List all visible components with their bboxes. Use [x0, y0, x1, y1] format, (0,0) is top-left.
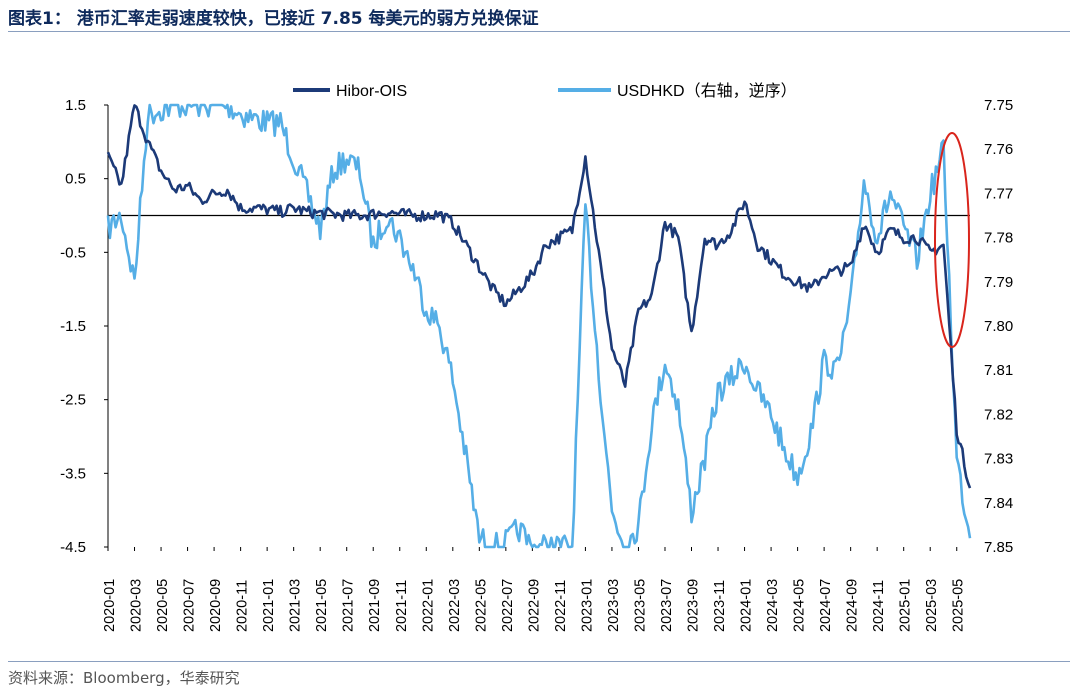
right-tick-label: 7.80: [984, 318, 1013, 335]
x-tick-label: 2021-03: [288, 579, 304, 632]
right-tick-label: 7.79: [984, 274, 1013, 291]
x-tick-label: 2025-01: [898, 579, 914, 632]
x-tick-label: 2022-09: [526, 579, 542, 632]
chart-series: [106, 103, 972, 549]
x-tick-label: 2024-03: [765, 579, 781, 632]
x-tick-label: 2024-07: [818, 579, 834, 632]
right-tick-label: 7.75: [984, 97, 1013, 114]
x-tick-label: 2020-01: [102, 579, 118, 632]
x-tick-label: 2022-11: [553, 580, 569, 632]
left-tick-label: -4.5: [60, 539, 86, 556]
right-tick-label: 7.83: [984, 451, 1013, 468]
source-rule: [8, 661, 1070, 662]
x-tick-label: 2020-09: [208, 579, 224, 632]
right-tick-label: 7.81: [984, 362, 1013, 379]
hibor-ois-series-line: [106, 104, 972, 489]
x-tick-label: 2021-05: [314, 579, 330, 632]
x-tick-label: 2020-05: [155, 579, 171, 632]
x-tick-label: 2021-11: [394, 580, 410, 632]
chart-annotations: [934, 132, 970, 348]
right-tick-label: 7.85: [984, 539, 1013, 556]
x-tick-label: 2023-11: [712, 580, 728, 632]
x-tick-label: 2022-01: [420, 579, 436, 632]
x-tick-label: 2023-03: [606, 579, 622, 632]
right-tick-label: 7.84: [984, 495, 1013, 512]
right-tick-label: 7.76: [984, 141, 1013, 158]
x-tick-label: 2023-01: [579, 579, 595, 632]
x-tick-label: 2021-07: [341, 579, 357, 632]
left-tick-label: -1.5: [60, 318, 86, 335]
legend-label-usdhkd: USDHKD（右轴，逆序）: [617, 82, 797, 100]
x-tick-label: 2020-03: [129, 579, 145, 632]
x-tick-label: 2024-05: [792, 579, 808, 632]
x-tick-label: 2023-07: [659, 579, 675, 632]
legend-label-hibor-ois: Hibor-OIS: [336, 83, 407, 100]
x-tick-label: 2021-09: [367, 579, 383, 632]
left-tick-label: -3.5: [60, 465, 86, 482]
x-tick-label: 2022-05: [473, 579, 489, 632]
x-tick-label: 2022-03: [447, 579, 463, 632]
left-tick-label: -0.5: [60, 244, 86, 261]
x-tick-label: 2024-11: [871, 580, 887, 632]
x-tick-label: 2025-03: [924, 579, 940, 632]
x-tick-label: 2021-01: [261, 579, 277, 632]
right-tick-label: 7.82: [984, 406, 1013, 423]
x-tick-label: 2024-09: [845, 579, 861, 632]
left-tick-label: -2.5: [60, 392, 86, 409]
figure-title: 图表1： 港币汇率走弱速度较快，已接近 7.85 每美元的弱方兑换保证: [8, 9, 539, 29]
highlight-ellipse: [934, 132, 970, 348]
chart-legend: Hibor-OIS USDHKD（右轴，逆序）: [293, 82, 797, 100]
x-tick-label: 2024-01: [739, 579, 755, 632]
left-tick-label: 1.5: [65, 97, 86, 114]
usdhkd-series-line: [106, 103, 972, 549]
x-tick-label: 2020-07: [182, 579, 198, 632]
x-tick-label: 2020-11: [235, 580, 251, 632]
right-tick-label: 7.77: [984, 185, 1013, 202]
title-rule: [8, 31, 1070, 32]
x-tick-label: 2023-05: [632, 579, 648, 632]
chart-axes: 1.5 0.5 -0.5 -1.5 -2.5 -3.5 -4.5 7.75 7.76 7.77 7.…: [60, 97, 1013, 632]
x-tick-label: 2023-09: [686, 579, 702, 632]
right-tick-label: 7.78: [984, 230, 1013, 247]
x-tick-label: 2025-05: [951, 579, 967, 632]
x-tick-label: 2022-07: [500, 579, 516, 632]
source-note: 资料来源：Bloomberg，华泰研究: [8, 669, 240, 687]
left-tick-label: 0.5: [65, 171, 86, 188]
line-chart: 1.5 0.5 -0.5 -1.5 -2.5 -3.5 -4.5 7.75 7.76 7.77 7.…: [60, 82, 1013, 632]
